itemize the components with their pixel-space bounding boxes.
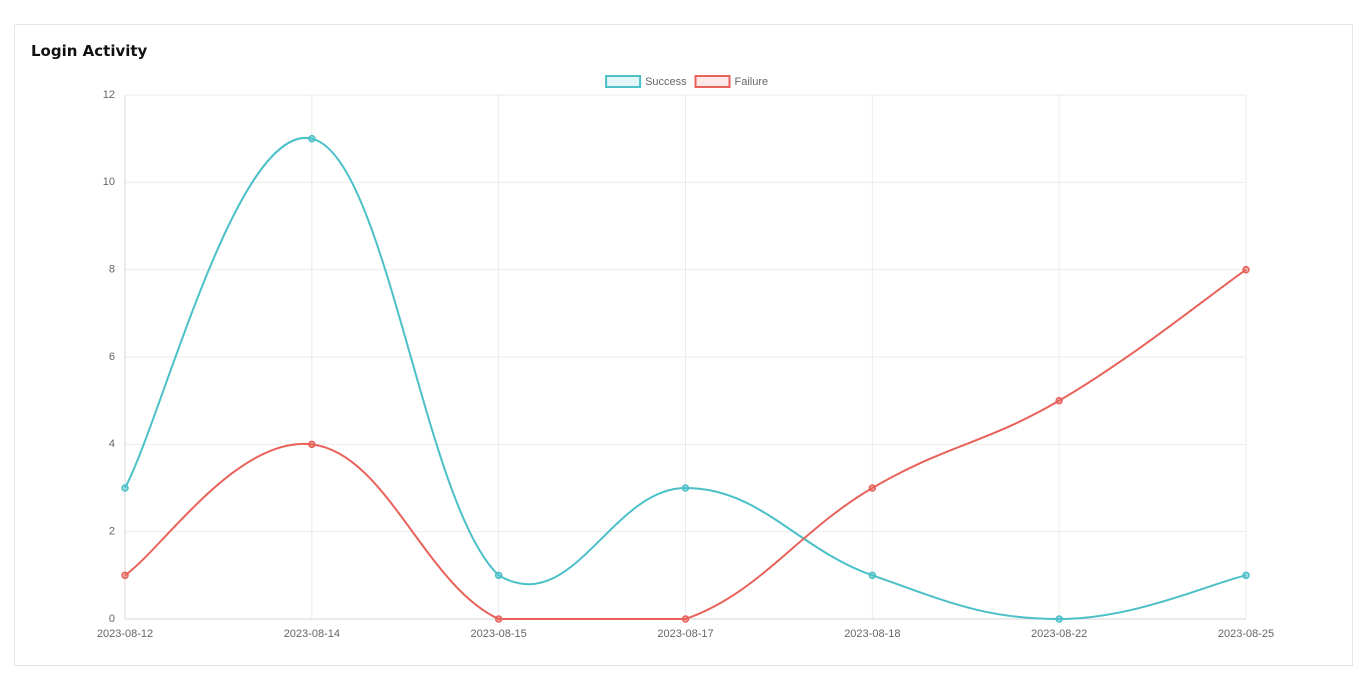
legend-label[interactable]: Failure: [735, 76, 769, 88]
data-point: [308, 134, 316, 143]
data-point: [121, 571, 129, 580]
x-tick-label: 2023-08-25: [1218, 628, 1274, 640]
x-tick-label: 2023-08-17: [657, 628, 713, 640]
x-tick-label: 2023-08-18: [844, 628, 900, 640]
data-point: [1055, 615, 1063, 623]
data-point: [1242, 265, 1250, 274]
legend-swatch[interactable]: [694, 75, 731, 88]
data-point: [868, 571, 877, 580]
data-point: [681, 484, 690, 492]
data-point: [494, 615, 503, 623]
y-tick-label: 10: [103, 176, 115, 188]
legend-swatch[interactable]: [605, 75, 642, 88]
data-point: [1055, 396, 1063, 405]
card: Login Activity: [14, 24, 1353, 666]
y-tick-label: 0: [109, 613, 115, 625]
data-point: [1242, 571, 1250, 580]
data-point: [308, 440, 316, 449]
y-tick-label: 8: [109, 264, 115, 276]
x-tick-label: 2023-08-15: [471, 628, 527, 640]
y-tick-label: 2: [109, 526, 115, 538]
x-tick-label: 2023-08-14: [284, 628, 340, 640]
data-point: [121, 484, 129, 492]
legend-label[interactable]: Success: [645, 76, 687, 88]
y-tick-label: 4: [109, 438, 115, 450]
data-point: [494, 571, 503, 580]
y-tick-label: 12: [103, 89, 115, 101]
x-tick-label: 2023-08-12: [97, 628, 153, 640]
series-line: [124, 137, 1247, 621]
x-tick-label: 2023-08-22: [1031, 628, 1087, 640]
chart-title: Login Activity: [31, 42, 148, 60]
y-tick-label: 6: [109, 351, 115, 363]
data-point: [681, 615, 690, 623]
data-point: [868, 484, 877, 492]
